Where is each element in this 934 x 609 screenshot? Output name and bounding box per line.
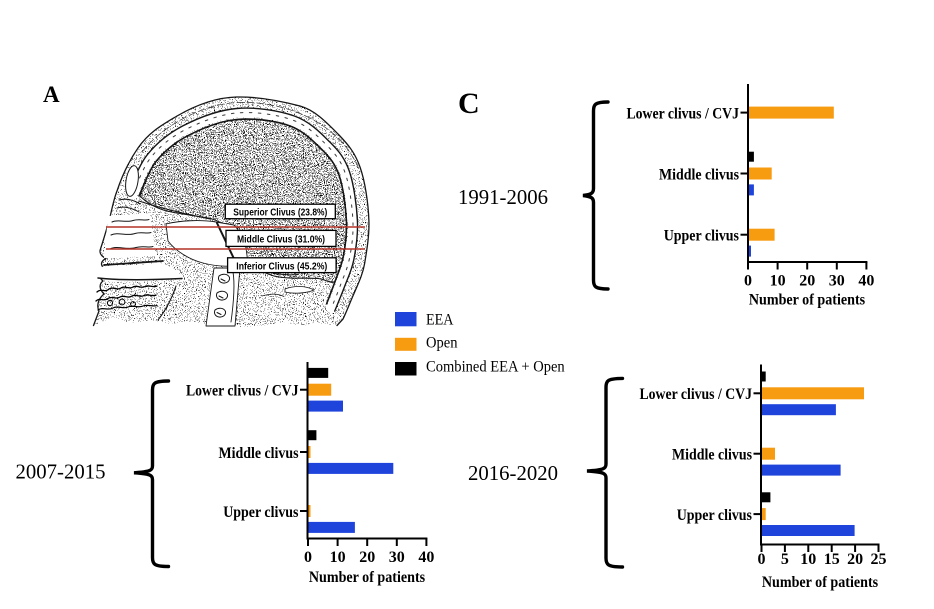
- svg-text:1991-2006: 1991-2006: [458, 185, 548, 209]
- svg-text:2016-2020: 2016-2020: [468, 461, 558, 485]
- svg-text:Combined EEA + Open: Combined EEA + Open: [426, 359, 565, 376]
- svg-text:Number of patients: Number of patients: [749, 292, 865, 309]
- svg-text:Upper clivus: Upper clivus: [677, 507, 752, 524]
- svg-text:0: 0: [304, 549, 312, 566]
- svg-text:0: 0: [744, 273, 752, 290]
- svg-text:15: 15: [824, 551, 840, 568]
- svg-text:Middle clivus: Middle clivus: [219, 445, 299, 462]
- svg-text:0: 0: [758, 551, 766, 568]
- svg-text:Inferior Clivus (45.2%): Inferior Clivus (45.2%): [236, 260, 327, 272]
- svg-text:A: A: [43, 82, 60, 107]
- svg-text:Lower clivus / CVJ: Lower clivus / CVJ: [627, 105, 740, 122]
- svg-text:40: 40: [858, 273, 874, 290]
- svg-text:30: 30: [829, 273, 845, 290]
- svg-text:2007-2015: 2007-2015: [16, 460, 106, 484]
- svg-text:Middle clivus: Middle clivus: [659, 166, 739, 183]
- svg-text:Open: Open: [426, 334, 458, 351]
- svg-text:Lower clivus / CVJ: Lower clivus / CVJ: [640, 386, 753, 403]
- svg-text:Lower clivus / CVJ: Lower clivus / CVJ: [186, 383, 299, 400]
- svg-text:10: 10: [770, 273, 786, 290]
- svg-text:20: 20: [359, 549, 375, 566]
- svg-text:Number of patients: Number of patients: [309, 569, 425, 586]
- svg-text:30: 30: [389, 549, 405, 566]
- svg-text:Middle Clivus (31.0%): Middle Clivus (31.0%): [237, 234, 325, 246]
- svg-text:20: 20: [799, 273, 815, 290]
- svg-text:C: C: [458, 87, 480, 120]
- svg-text:EEA: EEA: [426, 312, 454, 329]
- svg-text:Superior Clivus (23.8%): Superior Clivus (23.8%): [233, 206, 327, 218]
- svg-text:Middle clivus: Middle clivus: [672, 447, 752, 464]
- svg-text:25: 25: [871, 551, 887, 568]
- svg-text:40: 40: [418, 549, 434, 566]
- svg-text:10: 10: [330, 549, 346, 566]
- svg-text:20: 20: [847, 551, 863, 568]
- svg-text:10: 10: [800, 551, 816, 568]
- svg-text:5: 5: [781, 551, 789, 568]
- svg-text:Upper clivus: Upper clivus: [223, 504, 298, 521]
- svg-text:Number of patients: Number of patients: [762, 574, 878, 591]
- svg-text:Upper clivus: Upper clivus: [664, 228, 739, 245]
